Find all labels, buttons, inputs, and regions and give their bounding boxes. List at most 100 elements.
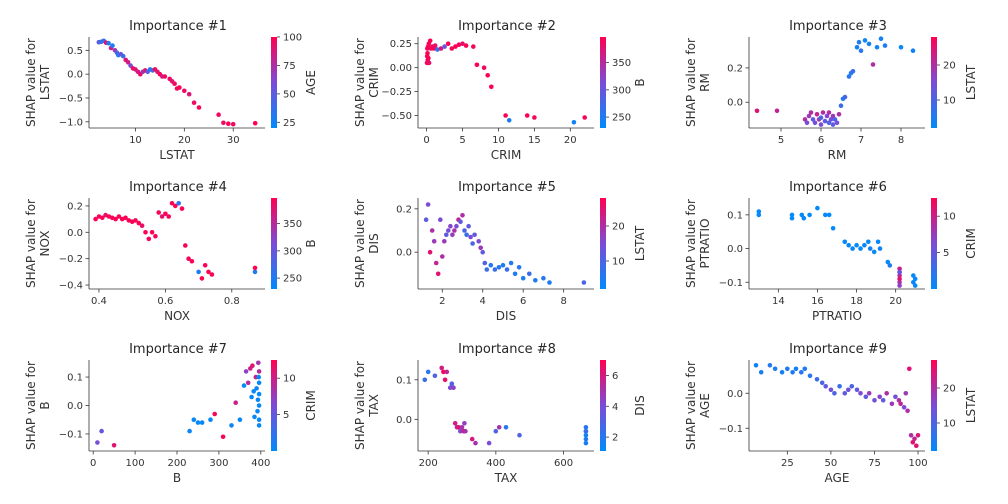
x-tick-label: 0.4 xyxy=(91,296,107,307)
data-point xyxy=(799,212,805,218)
colorbar-label: B xyxy=(304,239,318,247)
colorbar xyxy=(271,37,277,128)
data-point xyxy=(183,243,188,248)
data-point xyxy=(195,420,201,425)
data-point xyxy=(463,428,468,434)
y-axis-label: SHAP value forRM xyxy=(684,38,712,127)
data-point xyxy=(846,387,851,393)
y-axis-label-line: SHAP value for xyxy=(24,38,38,127)
colorbar-tick-label: 300 xyxy=(283,246,302,257)
data-point xyxy=(846,74,852,79)
data-point xyxy=(256,423,262,428)
data-point xyxy=(801,215,807,221)
data-point xyxy=(826,212,832,218)
data-point xyxy=(186,91,192,97)
data-point xyxy=(828,387,834,393)
data-point xyxy=(767,363,773,368)
data-point xyxy=(814,112,820,117)
y-tick-label: 0.0 xyxy=(727,98,743,109)
x-tick-label: 6 xyxy=(520,296,526,307)
colorbar-label: CRIM xyxy=(304,390,318,421)
data-point xyxy=(819,380,825,386)
data-point xyxy=(123,215,128,221)
data-point xyxy=(226,121,231,126)
data-point xyxy=(533,278,538,283)
subplot-title: Importance #3 xyxy=(789,19,887,34)
y-axis-label-line: AGE xyxy=(698,393,712,418)
data-point xyxy=(866,41,872,47)
data-point xyxy=(106,40,111,46)
data-point xyxy=(431,239,437,244)
colorbar xyxy=(931,37,937,128)
y-tick-label: 0.0 xyxy=(727,244,743,255)
data-point xyxy=(905,408,910,414)
data-point xyxy=(793,366,799,372)
data-point xyxy=(442,377,448,383)
colorbar-label: B xyxy=(633,78,647,86)
data-point xyxy=(866,239,871,245)
data-point xyxy=(897,276,902,282)
data-point xyxy=(172,81,177,86)
colorbar-tick-label: 350 xyxy=(283,219,302,230)
data-point xyxy=(425,369,431,375)
data-point xyxy=(489,84,494,90)
data-point xyxy=(897,283,902,288)
data-point xyxy=(425,202,431,207)
x-tick-label: 75 xyxy=(868,458,881,469)
x-tick-label: 8 xyxy=(898,135,904,146)
data-point xyxy=(100,215,105,221)
data-point xyxy=(111,443,117,448)
data-point xyxy=(517,432,522,438)
data-point xyxy=(120,53,126,59)
data-point xyxy=(897,266,902,272)
data-point xyxy=(422,377,428,383)
colorbar-tick-label: 10 xyxy=(943,419,956,430)
data-point xyxy=(512,271,518,277)
y-axis-label: SHAP value forNOX xyxy=(24,199,52,288)
colorbar-tick-label: 250 xyxy=(283,274,302,285)
data-point xyxy=(527,271,532,277)
data-point xyxy=(807,212,812,218)
data-point xyxy=(480,249,486,255)
data-point xyxy=(255,408,260,414)
data-point xyxy=(447,385,453,391)
y-axis-label-line: SHAP value for xyxy=(684,199,698,288)
y-axis-label-line: SHAP value for xyxy=(684,38,698,127)
x-tick-label: 100 xyxy=(908,458,927,469)
y-tick-label: 0.1 xyxy=(727,210,743,221)
y-tick-label: −0.5 xyxy=(59,93,83,104)
x-axis-label: CRIM xyxy=(491,148,522,162)
data-point xyxy=(442,239,447,244)
data-point xyxy=(245,380,251,386)
data-point xyxy=(113,216,118,222)
data-point xyxy=(826,120,832,126)
y-axis-label-line: LSTAT xyxy=(38,64,52,100)
x-tick-label: 18 xyxy=(850,296,863,307)
colorbar-tick-label: 10 xyxy=(943,96,956,107)
data-point xyxy=(493,428,499,434)
data-point xyxy=(862,38,868,43)
y-axis-label-line: TAX xyxy=(367,394,381,418)
data-point xyxy=(887,263,893,268)
data-point xyxy=(448,223,453,229)
y-axis-label-line: SHAP value for xyxy=(684,361,698,450)
x-axis-label: LSTAT xyxy=(159,148,195,162)
data-point xyxy=(571,120,577,125)
y-tick-label: 0.2 xyxy=(727,63,743,74)
data-point xyxy=(177,85,182,90)
data-point xyxy=(423,217,429,222)
data-point xyxy=(822,118,828,124)
data-point xyxy=(249,394,254,400)
data-point xyxy=(432,373,438,379)
subplot-title: Importance #8 xyxy=(458,342,556,357)
data-point xyxy=(830,113,836,119)
x-tick-label: 5 xyxy=(459,135,465,146)
data-point xyxy=(912,283,918,288)
y-axis-label: SHAP value forLSTAT xyxy=(24,38,52,127)
data-point xyxy=(182,88,187,94)
data-point xyxy=(136,220,142,226)
y-tick-label: 0.0 xyxy=(67,401,83,412)
data-point xyxy=(842,239,848,245)
data-point xyxy=(110,43,115,48)
colorbar-tick-label: 300 xyxy=(612,85,631,96)
